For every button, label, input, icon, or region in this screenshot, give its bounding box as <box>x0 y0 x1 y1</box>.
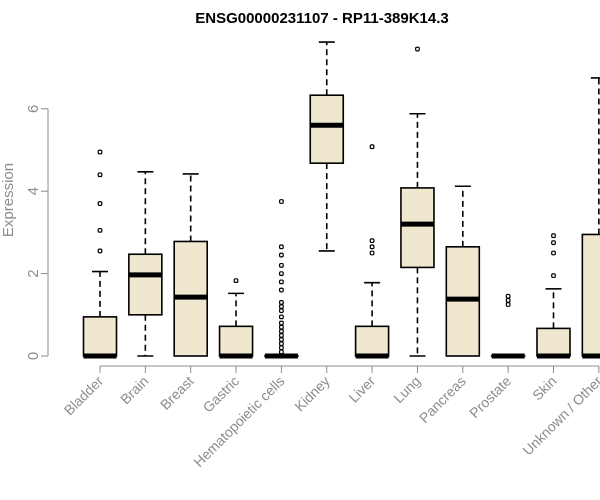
outlier-point <box>279 304 284 309</box>
outlier-point <box>415 46 420 52</box>
outlier-point <box>279 271 284 276</box>
outlier-point <box>279 287 284 293</box>
x-tick-label: Liver <box>345 373 378 406</box>
box-rect <box>128 253 163 316</box>
box-group-brain <box>128 171 163 357</box>
outlier-point <box>279 314 284 320</box>
outlier-point <box>551 250 556 256</box>
x-tick-label: Skin <box>529 373 560 404</box>
outlier-point <box>505 302 511 307</box>
outlier-point <box>279 328 284 334</box>
outlier-point <box>279 262 284 268</box>
box-group-breast <box>173 173 208 357</box>
box-group-unknown-other <box>581 77 600 359</box>
outlier-point <box>279 345 284 351</box>
x-tick-label: Pancreas <box>416 373 469 426</box>
x-tick-label: Lung <box>390 373 423 406</box>
outlier-point <box>279 300 284 305</box>
box-group-liver <box>354 144 390 359</box>
y-tick-label: 6 <box>25 105 42 113</box>
x-tick-label: Unknown / Other <box>519 373 600 459</box>
outlier-point <box>551 273 556 279</box>
y-axis-label: Expression <box>0 163 17 237</box>
outlier-point <box>369 244 375 250</box>
outlier-point <box>279 244 284 250</box>
box-rect <box>82 316 118 357</box>
x-tick-label: Hematopoietic cells <box>190 373 287 470</box>
x-tick-label: Gastric <box>200 373 243 416</box>
x-tick-label: Breast <box>157 373 197 413</box>
box-rect <box>536 327 571 357</box>
box-group-skin <box>536 233 571 359</box>
box-rect <box>354 325 390 357</box>
outlier-point <box>551 240 556 246</box>
x-tick-label: Bladder <box>61 373 107 419</box>
box-group-prostate <box>490 293 526 359</box>
axes: 0 2 4 6 <box>25 105 600 373</box>
chart-title: ENSG00000231107 - RP11-389K14.3 <box>195 10 449 27</box>
outlier-point <box>97 227 103 233</box>
outlier-point <box>551 233 556 239</box>
box-group-gastric <box>218 278 254 359</box>
box-rect <box>400 187 435 269</box>
box-rect <box>218 325 254 357</box>
outlier-point <box>233 278 239 284</box>
outlier-point <box>279 333 284 338</box>
outlier-point <box>369 250 375 256</box>
outlier-point <box>279 337 284 342</box>
outlier-point <box>279 199 284 204</box>
outlier-point <box>279 349 284 355</box>
outlier-point <box>505 297 511 303</box>
y-tick-label: 2 <box>25 269 42 277</box>
outlier-point <box>97 149 103 155</box>
outlier-point <box>97 172 103 178</box>
box-group-bladder <box>82 149 118 359</box>
box-group-hematopoietic-cells <box>264 199 299 359</box>
outlier-point <box>279 324 284 330</box>
x-tick-label: Brain <box>117 373 151 407</box>
boxes <box>82 41 600 359</box>
box-group-kidney <box>309 41 345 252</box>
y-tick-label: 4 <box>25 187 42 195</box>
box-group-pancreas <box>445 185 481 357</box>
outlier-point <box>279 341 284 347</box>
outlier-point <box>279 252 284 258</box>
outlier-point <box>505 293 511 299</box>
outlier-point <box>279 279 284 285</box>
outlier-point <box>279 320 284 326</box>
box-rect <box>581 233 600 357</box>
x-tick-label: Kidney <box>291 373 333 415</box>
x-tick-label: Prostate <box>466 373 514 421</box>
outlier-point <box>369 144 375 150</box>
outlier-point <box>279 308 284 314</box>
box-group-lung <box>400 46 435 357</box>
outlier-point <box>97 248 103 254</box>
outlier-point <box>369 238 375 244</box>
outlier-point <box>97 201 103 206</box>
y-tick-label: 0 <box>25 352 42 360</box>
box-rect <box>309 94 345 164</box>
